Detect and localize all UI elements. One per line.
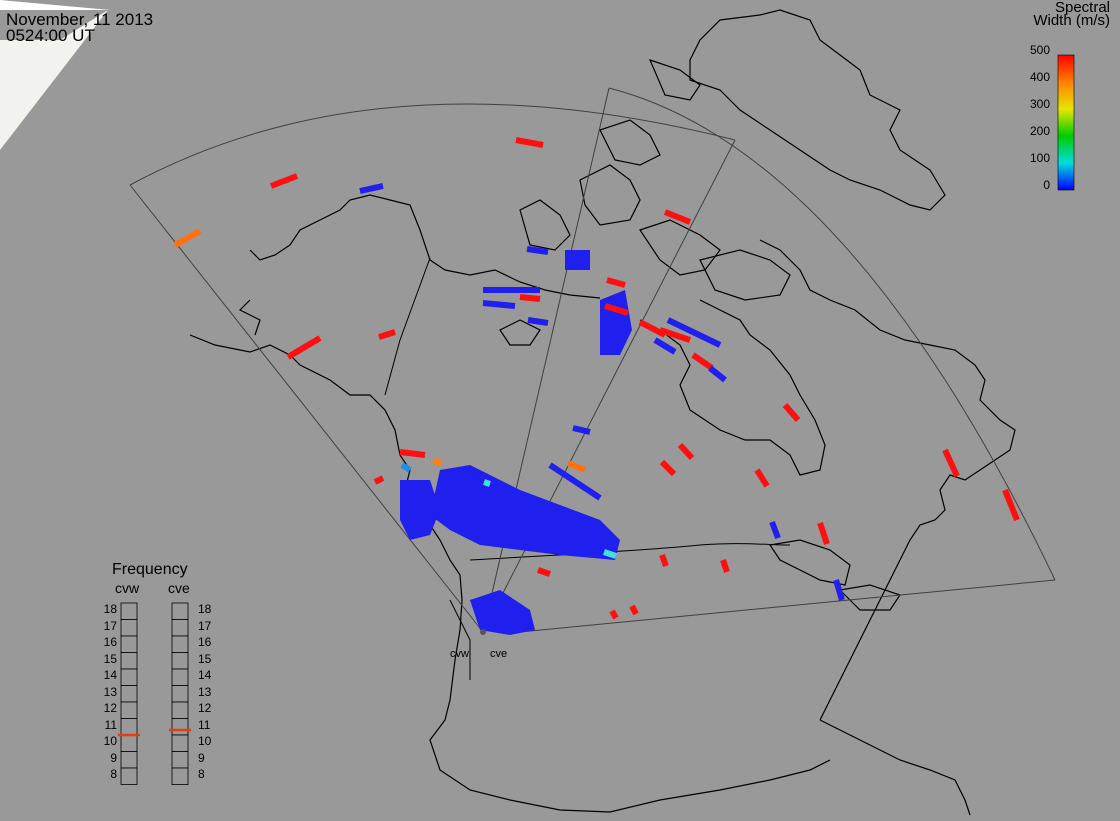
backscatter-dense: [400, 250, 632, 635]
map-edge-corner: [0, 0, 110, 10]
frequency-cell: [120, 602, 138, 620]
frequency-tick: 15: [103, 651, 117, 666]
borders: [384, 257, 791, 680]
frequency-cell: [120, 751, 138, 769]
frequency-tick: 18: [103, 602, 117, 616]
frequency-tick: 17: [103, 618, 117, 633]
site-label: cve: [490, 648, 508, 660]
frequency-cell: [120, 652, 138, 670]
frequency-tick: 16: [198, 635, 212, 649]
site-label: cvw: [450, 648, 469, 660]
frequency-radar-label: cvw: [115, 580, 140, 596]
frequency-cell: [171, 734, 189, 752]
frequency-cell: [120, 718, 138, 736]
frequency-cell: [120, 619, 138, 637]
frequency-cell: [120, 685, 138, 703]
colorbar-tick: 200: [1029, 124, 1050, 138]
backscatter-echoes: [173, 137, 1020, 620]
map-edge-region: [0, 10, 108, 150]
colorbar-tick: 400: [1029, 70, 1050, 84]
frequency-cell: [171, 652, 189, 670]
frequency-cell: [171, 767, 189, 785]
colorbar-tick: 100: [1029, 151, 1050, 165]
frequency-tick: 13: [198, 684, 212, 699]
frequency-tick: 11: [198, 717, 211, 732]
frequency-tick: 10: [198, 734, 212, 748]
frequency-tick: 8: [198, 767, 205, 781]
frequency-cell: [171, 602, 189, 620]
frequency-tick: 14: [103, 668, 117, 682]
frequency-tick: 9: [198, 750, 205, 765]
frequency-tick: 9: [110, 750, 117, 765]
coastlines: [189, 9, 1016, 816]
colorbar: [1057, 54, 1075, 191]
frequency-gauges: [118, 602, 191, 785]
colorbar-title: Spectral: [1054, 0, 1110, 16]
time-label: 0524:00 UT: [6, 26, 95, 45]
frequency-cell: [171, 619, 189, 637]
frequency-cell: [171, 751, 189, 769]
frequency-cell: [171, 685, 189, 703]
frequency-tick: 8: [110, 767, 117, 781]
colorbar-tick: 300: [1029, 97, 1050, 111]
frequency-cell: [171, 668, 189, 686]
frequency-tick: 16: [103, 635, 117, 649]
colorbar-units: Width (m/s): [1033, 12, 1110, 29]
frequency-tick: 14: [198, 668, 212, 682]
frequency-cell: [171, 701, 189, 719]
frequency-tick: 17: [198, 618, 212, 633]
date-label: November, 11 2013: [6, 10, 154, 29]
frequency-cell: [120, 734, 138, 752]
frequency-tick: 10: [103, 734, 117, 748]
frequency-cell: [120, 635, 138, 653]
frequency-cell: [120, 701, 138, 719]
frequency-tick: 11: [104, 717, 117, 732]
frequency-cell: [171, 635, 189, 653]
frequency-cell: [171, 718, 189, 736]
frequency-title: Frequency: [112, 561, 188, 578]
frequency-cell: [120, 668, 138, 686]
frequency-tick: 12: [103, 701, 117, 715]
frequency-tick: 15: [198, 651, 212, 666]
frequency-cell: [120, 767, 138, 785]
frequency-tick: 12: [198, 701, 212, 715]
colorbar-tick: 0: [1043, 178, 1050, 192]
frequency-tick: 18: [198, 602, 212, 616]
radar-site-marker: [480, 629, 486, 635]
frequency-tick: 13: [103, 684, 117, 699]
colorbar-tick: 500: [1029, 43, 1050, 57]
frequency-radar-label: cve: [168, 580, 190, 596]
